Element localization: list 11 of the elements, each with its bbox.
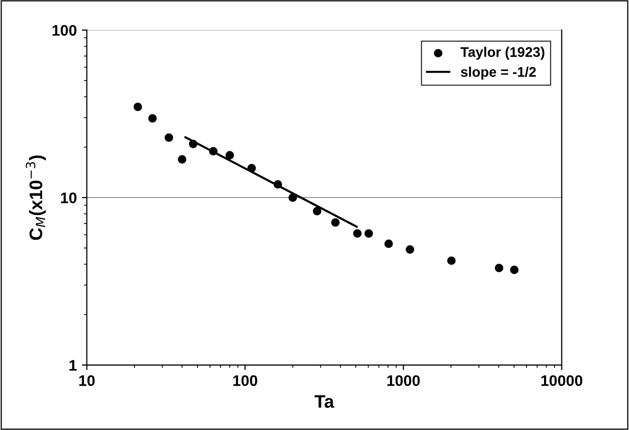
x-tick-label: 1000 — [387, 375, 420, 386]
y-tick-label: 10 — [61, 192, 76, 204]
y-axis-title: C$_{M}$(x10$^{−3}$) — [26, 155, 46, 240]
x-tick-label: 100 — [233, 375, 258, 386]
legend-label: Taylor (1923) — [460, 46, 544, 60]
x-tick-label: 10 — [79, 375, 95, 386]
y-tick-label: 100 — [52, 24, 76, 36]
y-tick-label: 1 — [70, 360, 77, 371]
legend-label: slope = -1/2 — [460, 66, 536, 80]
x-tick-label: 10000 — [541, 375, 582, 386]
x-axis-title: Ta — [314, 395, 334, 408]
